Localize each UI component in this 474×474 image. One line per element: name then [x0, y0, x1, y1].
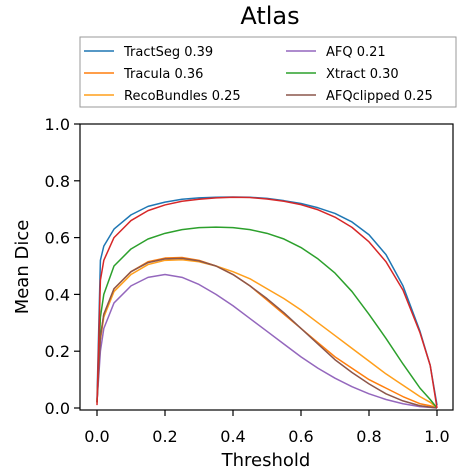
series-line: [96, 273, 438, 409]
series-line: [96, 256, 438, 409]
x-tick-label: 0.8: [356, 427, 381, 446]
x-tick-label: 0.0: [84, 427, 109, 446]
x-axis-label: Threshold: [221, 450, 311, 471]
legend-entry: TractSeg 0.39: [123, 45, 213, 60]
y-tick-label: 0.8: [45, 172, 70, 191]
series-line: [96, 259, 438, 409]
y-axis-label: Mean Dice: [12, 220, 33, 315]
y-tick-label: 0.2: [45, 342, 70, 361]
y-tick-label: 1.0: [45, 115, 70, 134]
legend-entry: Xtract 0.30: [326, 67, 399, 82]
legend-entry: Tracula 0.36: [123, 67, 203, 82]
x-tick-label: 1.0: [424, 427, 449, 446]
y-tick-label: 0.0: [45, 399, 70, 418]
series-line: [96, 226, 438, 409]
x-axis-ticks: 0.0 0.2 0.4 0.6 0.8 1.0: [84, 410, 450, 446]
x-tick-label: 0.6: [288, 427, 313, 446]
legend-entry: RecoBundles 0.25: [124, 89, 241, 104]
chart-title: Atlas: [240, 2, 299, 30]
y-tick-label: 0.6: [45, 229, 70, 248]
y-axis-ticks: 0.0 0.2 0.4 0.6 0.8 1.0: [45, 115, 80, 418]
legend: TractSeg 0.39 Tracula 0.36 RecoBundles 0.2…: [79, 36, 457, 108]
series-line: [96, 196, 438, 409]
x-tick-label: 0.4: [220, 427, 245, 446]
legend-items: TractSeg 0.39 Tracula 0.36 RecoBundles 0.2…: [84, 45, 433, 104]
series-lines: [96, 196, 438, 409]
plot-frame: [79, 123, 454, 411]
legend-box: [79, 36, 457, 108]
x-tick-label: 0.2: [152, 427, 177, 446]
legend-entry: AFQ 0.21: [326, 45, 386, 60]
y-tick-label: 0.4: [45, 285, 70, 304]
series-line: [96, 257, 438, 409]
legend-entry: AFQclipped 0.25: [326, 89, 433, 104]
plot-area: 0.0 0.2 0.4 0.6 0.8 1.0 0.0 0.2 0.4 0.6 0.8 1.0: [45, 115, 454, 446]
